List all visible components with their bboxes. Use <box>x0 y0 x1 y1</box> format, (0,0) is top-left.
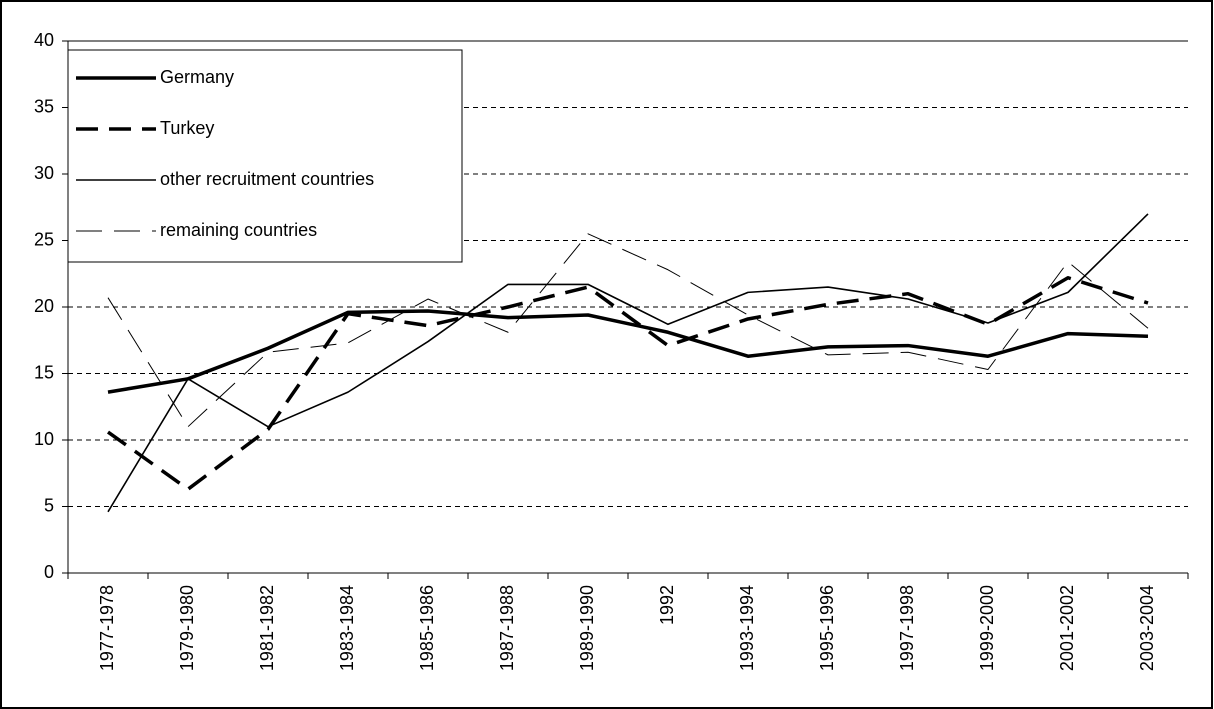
x-tick-label: 2001-2002 <box>1057 585 1077 671</box>
x-tick-label: 1992 <box>657 585 677 625</box>
x-tick-label: 1981-1982 <box>257 585 277 671</box>
y-tick-label: 0 <box>44 562 54 582</box>
y-tick-label: 30 <box>34 163 54 183</box>
x-tick-label: 1997-1998 <box>897 585 917 671</box>
x-tick-label: 1987-1988 <box>497 585 517 671</box>
x-tick-label: 1999-2000 <box>977 585 997 671</box>
y-tick-label: 25 <box>34 229 54 249</box>
legend: Germany Turkey other recruitment countries… <box>67 49 463 263</box>
legend-label: Germany <box>160 67 234 87</box>
y-tick-label: 40 <box>34 30 54 50</box>
series-line <box>107 213 1149 513</box>
x-tick-label: 1983-1984 <box>337 585 357 671</box>
x-tick-label: 1985-1986 <box>417 585 437 671</box>
x-tick-label: 1979-1980 <box>177 585 197 671</box>
legend-label: remaining countries <box>160 220 317 240</box>
y-tick-label: 5 <box>44 495 54 515</box>
series-line <box>107 309 1149 394</box>
y-tick-label: 35 <box>34 96 54 116</box>
y-tick-label: 10 <box>34 429 54 449</box>
x-tick-label: 1977-1978 <box>97 585 117 671</box>
y-tick-label: 20 <box>34 296 54 316</box>
legend-label: Turkey <box>160 118 214 138</box>
legend-box <box>67 49 463 263</box>
legend-label: other recruitment countries <box>160 169 374 189</box>
x-tick-label: 2003-2004 <box>1137 585 1157 671</box>
series-line <box>107 233 1149 428</box>
x-tick-label: 1989-1990 <box>577 585 597 671</box>
y-tick-label: 15 <box>34 362 54 382</box>
x-tick-label: 1993-1994 <box>737 585 757 671</box>
x-tick-label: 1995-1996 <box>817 585 837 671</box>
